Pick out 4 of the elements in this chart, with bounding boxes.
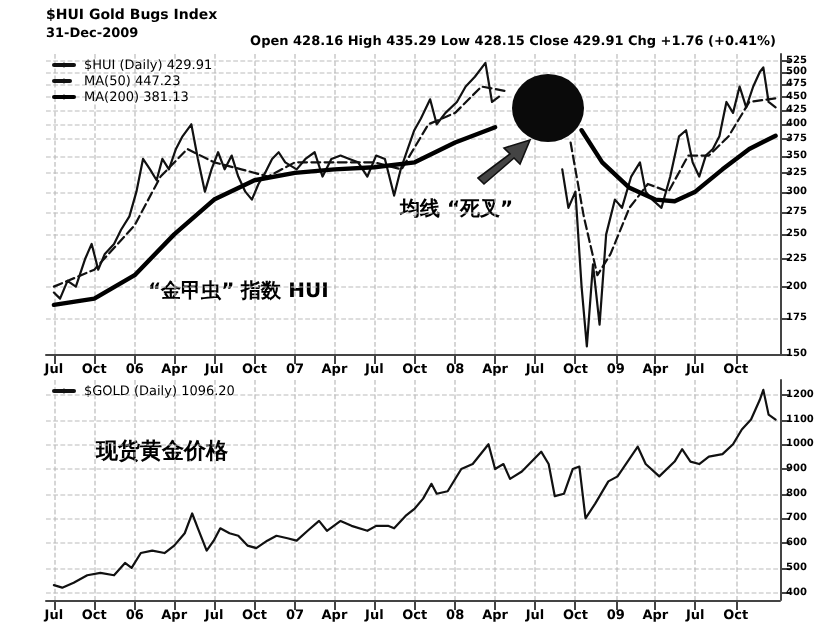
annotation: “金甲虫” 指数 HUI (148, 279, 329, 303)
annotation: 现货黄金价格 (94, 438, 230, 464)
annotation: 均线 “死叉” (398, 197, 514, 221)
line-series (52, 388, 777, 589)
